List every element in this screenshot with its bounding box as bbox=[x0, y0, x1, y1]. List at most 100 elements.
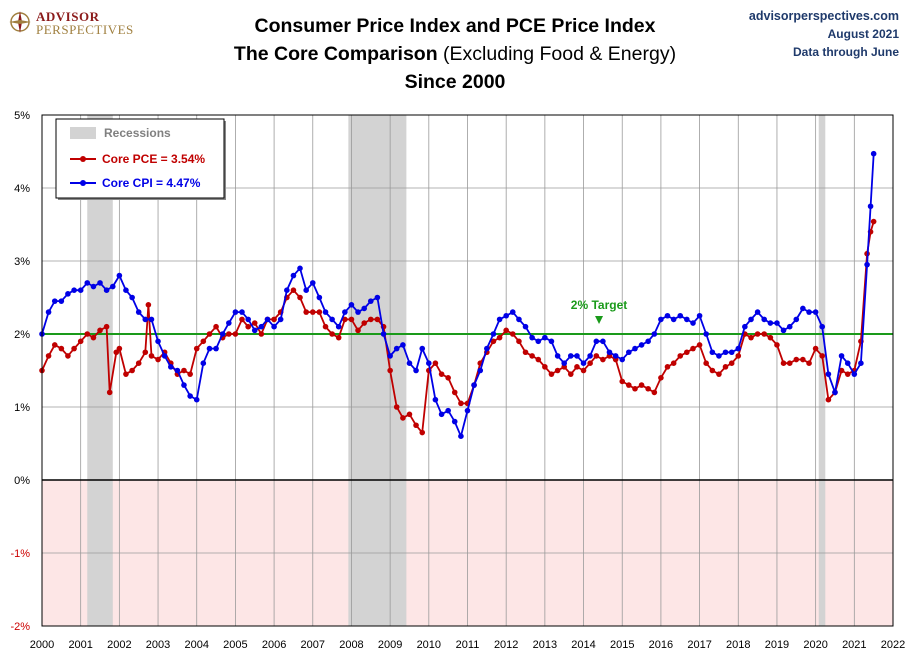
data-point-cpi bbox=[626, 349, 632, 356]
data-point-cpi bbox=[774, 320, 780, 326]
data-point-pce bbox=[812, 345, 819, 352]
data-point-cpi bbox=[690, 320, 696, 326]
data-point-pce bbox=[761, 331, 767, 337]
data-point-cpi bbox=[509, 309, 516, 315]
data-point-cpi bbox=[51, 298, 58, 304]
data-point-cpi bbox=[206, 345, 213, 352]
data-point-cpi bbox=[303, 287, 309, 294]
y-tick-label: 4% bbox=[14, 183, 30, 195]
data-point-cpi bbox=[632, 345, 638, 352]
data-point-pce bbox=[567, 371, 574, 377]
data-point-pce bbox=[419, 429, 426, 436]
data-point-pce bbox=[645, 385, 651, 392]
data-point-pce bbox=[232, 331, 239, 337]
data-point-cpi bbox=[548, 338, 555, 345]
data-point-cpi bbox=[400, 342, 406, 348]
data-point-cpi bbox=[522, 323, 529, 330]
data-point-cpi bbox=[239, 309, 245, 315]
data-point-cpi bbox=[832, 389, 838, 396]
data-point-cpi bbox=[258, 323, 265, 330]
data-point-cpi bbox=[109, 283, 116, 290]
data-point-pce bbox=[793, 356, 800, 363]
data-point-pce bbox=[458, 400, 464, 407]
data-point-pce bbox=[251, 320, 258, 326]
data-point-pce bbox=[748, 334, 754, 341]
compass-icon bbox=[9, 11, 31, 33]
data-point-pce bbox=[355, 327, 361, 334]
data-point-cpi bbox=[322, 309, 329, 315]
data-point-cpi bbox=[65, 291, 71, 297]
data-point-cpi bbox=[612, 353, 619, 359]
plot-frame bbox=[41, 114, 894, 627]
data-point-pce bbox=[181, 367, 187, 374]
data-point-cpi bbox=[767, 320, 774, 326]
x-tick-label: 2008 bbox=[339, 639, 363, 651]
data-point-cpi bbox=[284, 287, 290, 294]
x-tick-label: 2017 bbox=[687, 639, 711, 651]
data-point-pce bbox=[58, 345, 65, 352]
data-point-pce bbox=[677, 353, 684, 359]
data-point-pce bbox=[206, 331, 213, 337]
data-point-pce bbox=[145, 302, 152, 308]
data-point-cpi bbox=[219, 331, 226, 337]
x-tick-label: 2000 bbox=[30, 639, 54, 651]
x-tick-label: 2015 bbox=[610, 639, 634, 651]
data-point-cpi bbox=[406, 360, 413, 367]
data-point-pce bbox=[84, 331, 91, 337]
data-point-cpi bbox=[529, 334, 535, 341]
data-point-cpi bbox=[812, 309, 819, 315]
data-point-cpi bbox=[542, 334, 548, 341]
data-point-cpi bbox=[271, 323, 277, 330]
series-line-pce bbox=[41, 221, 875, 435]
data-point-cpi bbox=[735, 345, 742, 352]
data-point-cpi bbox=[355, 309, 361, 315]
data-point-pce bbox=[754, 331, 761, 337]
data-point-cpi bbox=[554, 353, 561, 359]
data-point-pce bbox=[213, 323, 219, 330]
data-point-pce bbox=[619, 378, 626, 385]
data-point-cpi bbox=[393, 345, 400, 352]
x-tick-label: 2016 bbox=[649, 639, 673, 651]
data-point-pce bbox=[290, 287, 297, 294]
data-point-cpi bbox=[380, 331, 387, 337]
data-point-cpi bbox=[148, 316, 155, 323]
data-point-cpi bbox=[464, 407, 471, 414]
subtitle-normal: (Excluding Food & Energy) bbox=[437, 43, 677, 65]
legend-marker-pce bbox=[80, 156, 86, 162]
data-point-cpi bbox=[342, 309, 348, 315]
data-point-cpi bbox=[684, 316, 690, 323]
data-point-cpi bbox=[161, 353, 168, 359]
data-point-pce bbox=[97, 327, 103, 334]
data-point-pce bbox=[239, 316, 245, 323]
recession-band bbox=[348, 115, 407, 626]
data-point-pce bbox=[226, 331, 232, 337]
data-point-cpi bbox=[245, 316, 251, 323]
data-point-cpi bbox=[251, 327, 258, 334]
data-point-pce bbox=[529, 353, 535, 359]
data-point-cpi bbox=[664, 312, 671, 319]
data-point-cpi bbox=[135, 309, 142, 315]
source-block: advisorperspectives.com August 2021 Data… bbox=[749, 8, 899, 61]
data-point-cpi bbox=[477, 367, 484, 374]
data-point-pce bbox=[297, 294, 303, 301]
data-point-pce bbox=[684, 349, 690, 356]
data-point-pce bbox=[367, 316, 374, 323]
data-point-pce bbox=[445, 375, 451, 381]
data-point-pce bbox=[632, 385, 638, 392]
data-point-pce bbox=[728, 360, 735, 367]
x-tick-label: 2009 bbox=[378, 639, 402, 651]
y-tick-label: 0% bbox=[14, 475, 30, 487]
data-point-pce bbox=[200, 338, 207, 345]
data-point-pce bbox=[664, 364, 671, 370]
data-point-pce bbox=[658, 375, 664, 381]
logo-text-advisor: ADVISOR bbox=[36, 9, 100, 24]
x-tick-label: 2019 bbox=[765, 639, 789, 651]
data-point-pce bbox=[670, 360, 677, 367]
data-point-pce bbox=[774, 342, 780, 348]
data-point-pce bbox=[406, 411, 413, 418]
data-point-pce bbox=[187, 371, 193, 377]
data-point-pce bbox=[593, 353, 600, 359]
x-tick-label: 2014 bbox=[571, 639, 595, 651]
data-point-pce bbox=[129, 367, 135, 374]
